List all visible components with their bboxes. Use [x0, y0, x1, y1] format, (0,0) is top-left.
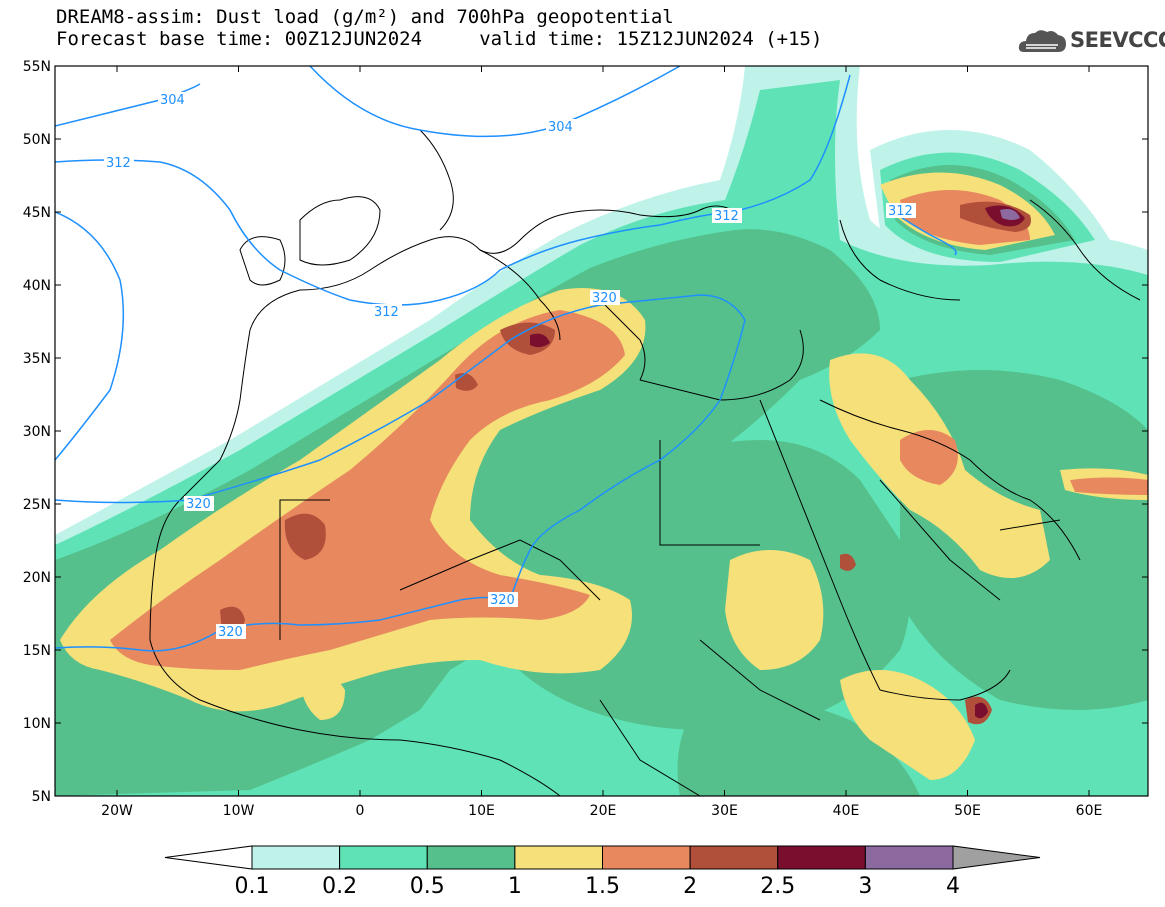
contour-label: 312 [714, 209, 739, 224]
lon-label: 60E [1076, 803, 1103, 819]
contour-label: 312 [374, 305, 399, 320]
lat-label: 35N [23, 351, 51, 367]
longitude-axis: 20W 10W 0 10E 20E 30E 40E 50E 60E [101, 66, 1102, 819]
colorbar-low-arrow [164, 845, 253, 870]
contour-label: 304 [548, 120, 573, 135]
lat-label: 30N [23, 424, 51, 440]
lat-label: 25N [23, 497, 51, 513]
geopotential-contours [55, 66, 957, 652]
lon-label: 0 [356, 803, 365, 819]
contour-label: 320 [186, 497, 211, 512]
lon-label: 40E [833, 803, 860, 819]
map-title-line1: DREAM8-assim: Dust load (g/m²) and 700hP… [56, 6, 674, 28]
colorbar-label: 0.2 [322, 874, 357, 899]
latitude-axis: 55N 50N 45N 40N 35N 30N 25N 20N 15N 10N 5N [23, 59, 1148, 805]
colorbar-swatch [689, 845, 779, 870]
contour-label: 320 [490, 593, 515, 608]
lat-label: 10N [23, 716, 51, 732]
seevccc-logo: SEEVCCC [1018, 26, 1165, 56]
colorbar-label: 1.5 [585, 874, 620, 899]
lon-label: 30E [711, 803, 738, 819]
colorbar-swatch [777, 845, 866, 870]
lat-label: 15N [23, 643, 51, 659]
colorbar-swatch [602, 845, 691, 870]
contour-label: 320 [592, 291, 617, 306]
colorbar-label: 0.5 [410, 874, 445, 899]
lat-label: 5N [32, 789, 51, 805]
colorbar-label: 3 [858, 874, 872, 899]
contour-label: 304 [160, 93, 185, 108]
colorbar: 0.1 0.2 0.5 1 1.5 2 2.5 3 4 [164, 845, 1041, 899]
colorbar-swatch [514, 845, 603, 870]
lon-label: 20W [101, 803, 133, 819]
lat-label: 20N [23, 570, 51, 586]
contour-label: 312 [106, 156, 131, 171]
map-title-line2: Forecast base time: 00Z12JUN2024 valid t… [56, 28, 823, 50]
lat-label: 45N [23, 205, 51, 221]
dust-field: 304 304 312 312 312 312 320 320 320 320 [55, 66, 1148, 796]
contour-label: 312 [888, 204, 913, 219]
colorbar-label: 2.5 [760, 874, 795, 899]
colorbar-swatch [251, 845, 341, 870]
lon-label: 20E [590, 803, 617, 819]
lat-label: 40N [23, 278, 51, 294]
colorbar-swatch [864, 845, 954, 870]
contour-label: 320 [218, 625, 243, 640]
lat-label: 55N [23, 59, 51, 75]
colorbar-high-arrow [952, 845, 1041, 870]
lat-label: 50N [23, 132, 51, 148]
logo-text: SEEVCCC [1070, 28, 1165, 52]
colorbar-label: 1 [508, 874, 522, 899]
colorbar-label: 4 [946, 874, 960, 899]
cloud-logo-icon [1018, 30, 1066, 52]
colorbar-swatch [339, 845, 428, 870]
lon-label: 10W [223, 803, 255, 819]
lon-label: 10E [468, 803, 495, 819]
colorbar-label: 0.1 [235, 874, 270, 899]
lon-label: 50E [954, 803, 981, 819]
colorbar-swatch [426, 845, 516, 870]
colorbar-label: 2 [683, 874, 697, 899]
